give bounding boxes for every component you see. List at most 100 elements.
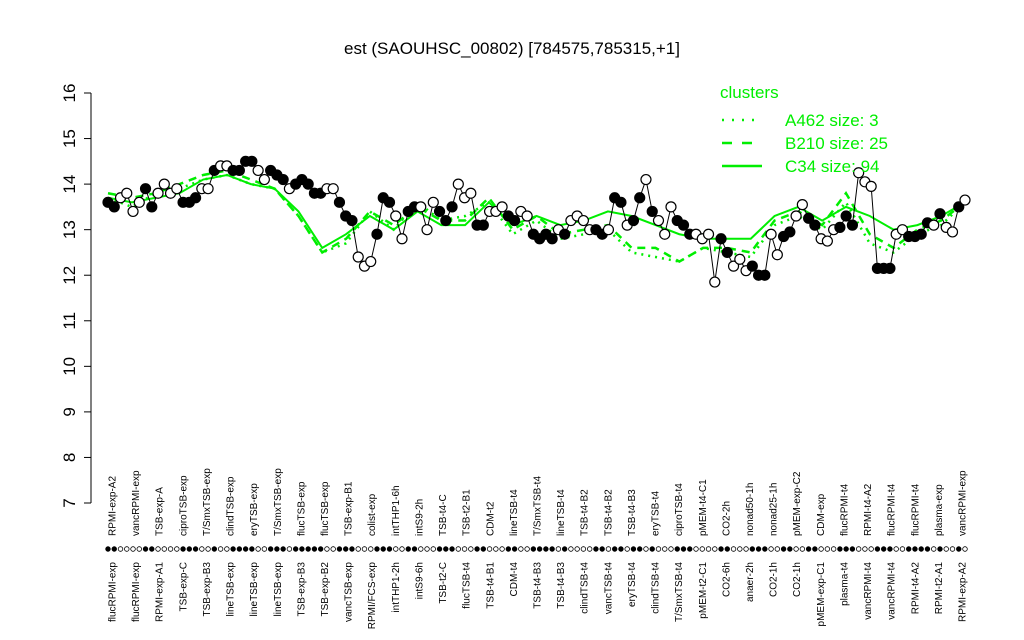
rug-mark [749, 546, 756, 552]
rug-mark [780, 546, 787, 552]
rug-mark [849, 546, 856, 552]
x-label-bottom: vancTSB-t4 [603, 562, 614, 615]
rug-mark [868, 546, 874, 552]
legend-label: A462 size: 3 [785, 111, 879, 130]
data-point [139, 183, 152, 195]
rug-mark [830, 546, 837, 552]
rug-mark [943, 546, 949, 552]
rug-mark [161, 546, 167, 552]
data-point [709, 276, 721, 288]
data-point [640, 173, 652, 186]
y-tick-label: 11 [60, 312, 79, 330]
rug-mark [424, 546, 430, 552]
data-point [452, 178, 464, 190]
data-point [803, 212, 815, 224]
x-label-top: eryTSB-t4 [651, 491, 662, 536]
rug-mark [899, 546, 906, 552]
x-label-top: CDM-exp [816, 493, 827, 536]
x-label-top: intS9-2h [414, 499, 425, 536]
rug-mark [468, 546, 474, 552]
rug-mark [317, 546, 324, 552]
rug-mark [505, 546, 512, 552]
rug-mark [680, 546, 687, 552]
rug-mark [236, 546, 243, 552]
data-point [959, 194, 971, 206]
data-point [546, 233, 558, 245]
rug-mark [593, 546, 599, 552]
data-point [559, 228, 571, 240]
data-point [252, 164, 264, 177]
rug-mark [443, 546, 449, 552]
y-tick-label: 10 [60, 357, 79, 376]
rug-mark [931, 546, 937, 552]
data-point [496, 201, 508, 213]
data-point [152, 187, 164, 199]
rug-mark [730, 546, 737, 552]
rug-mark [787, 546, 793, 552]
rug-mark [705, 546, 712, 552]
data-point [158, 178, 170, 190]
rug-mark [624, 546, 630, 552]
rug-mark [418, 546, 424, 552]
rug-mark [192, 546, 199, 552]
rug-mark [155, 546, 161, 552]
rug-mark [693, 546, 699, 552]
data-point [790, 210, 802, 222]
rug-mark [524, 546, 530, 552]
rug-mark [937, 546, 943, 552]
x-label-top: colist-exp [367, 493, 378, 536]
rug-mark [186, 546, 193, 552]
x-label-bottom: plasma-t4 [839, 562, 850, 606]
rug-mark [956, 546, 962, 552]
x-label-bottom: intTHP1-2h [391, 562, 402, 613]
data-point [333, 196, 346, 208]
data-point [521, 210, 533, 222]
rug-mark [855, 546, 862, 552]
rug-mark [712, 546, 718, 552]
points-series [102, 155, 971, 288]
rug-mark [242, 546, 249, 552]
rug-mark [174, 546, 180, 552]
x-label-bottom: TSB-t2-C [438, 562, 449, 604]
x-label-top: T/SmxTSB-t4 [533, 476, 544, 536]
data-point [840, 210, 852, 222]
x-label-bottom: anaer-2h [745, 562, 756, 602]
rug-mark [493, 546, 499, 552]
x-label-top: RPMI-t4-A2 [863, 483, 874, 536]
x-label-top: nonad50-1h [745, 483, 756, 536]
rug-mark [561, 546, 568, 552]
x-label-bottom: TSB-t4-B3 [556, 562, 567, 609]
x-label-top: clindTSB-exp [226, 476, 237, 536]
x-label-top: ciproTSB-t4 [674, 483, 685, 536]
x-label-top: intTHP1-6h [391, 485, 402, 536]
x-label-top: lineTSB-t4 [509, 489, 520, 536]
rug-mark [568, 546, 574, 552]
rug-mark [399, 546, 405, 552]
rug-mark [768, 546, 774, 552]
data-point [865, 180, 877, 192]
rug-mark [211, 546, 218, 552]
x-label-bottom: eryTSB-t4 [627, 562, 638, 607]
rug-mark [230, 546, 236, 552]
rug-mark [286, 546, 293, 552]
rug-mark [906, 546, 912, 552]
x-label-top: pMEM-exp-C2 [792, 471, 803, 536]
data-point [277, 173, 289, 186]
data-point [396, 233, 408, 245]
rug-mark [912, 546, 918, 552]
data-point [615, 196, 627, 208]
legend-label: B210 size: 25 [785, 134, 888, 153]
rug-mark [117, 546, 124, 552]
x-label-bottom: lineTSB-exp [249, 562, 260, 617]
x-label-top: TSB-t4-B2 [603, 489, 614, 536]
data-point [665, 201, 677, 213]
data-point [784, 226, 796, 238]
data-point [746, 260, 758, 272]
data-point [415, 201, 427, 213]
data-point [759, 269, 771, 281]
data-point [258, 173, 270, 186]
x-label-bottom: RPMI/FCS-exp [367, 562, 378, 630]
x-label-bottom: RPMI-t2-A1 [934, 562, 945, 615]
rug-mark [343, 546, 349, 552]
rug-mark [724, 546, 730, 552]
